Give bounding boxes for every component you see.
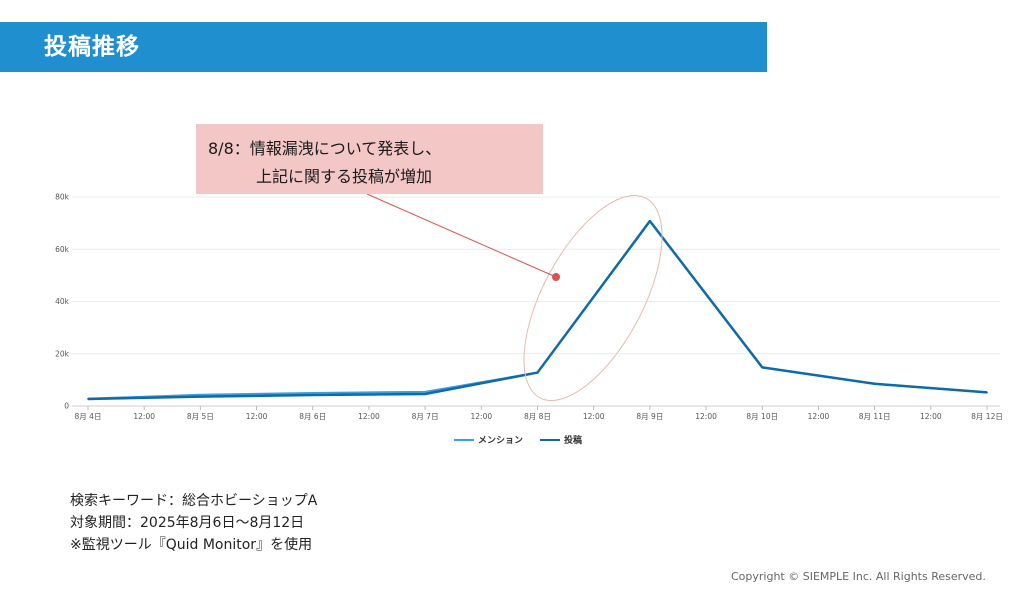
data-point (199, 393, 202, 396)
page-title: 投稿推移 (44, 34, 140, 60)
x-tick-label: 8月 11日 (859, 412, 891, 421)
x-tick-label: 12:00 (808, 412, 830, 421)
annotation-callout: 8/8：情報漏洩について発表し、 上記に関する投稿が増加 (196, 124, 543, 194)
x-tick-label: 8月 9日 (636, 412, 663, 421)
x-tick-label: 12:00 (471, 412, 493, 421)
x-tick-label: 8月 6日 (299, 412, 326, 421)
callout-leader-line (366, 193, 557, 278)
x-tick-label: 8月 8日 (524, 412, 551, 421)
x-tick-label: 12:00 (920, 412, 942, 421)
data-point (311, 392, 314, 394)
data-point (311, 394, 314, 396)
callout-line-2: 上記に関する投稿が増加 (256, 167, 433, 186)
x-tick-label: 12:00 (358, 412, 380, 421)
notes: 検索キーワード：総合ホビーショップA 対象期間：2025年8月6日～8月12日 … (70, 490, 317, 556)
y-tick-label: 60k (55, 245, 70, 254)
x-tick-label: 8月 7日 (412, 412, 439, 421)
y-tick-label: 0 (64, 402, 69, 411)
x-tick-label: 12:00 (246, 412, 268, 421)
callout-line-1: 8/8：情報漏洩について発表し、 (208, 139, 442, 158)
x-tick-label: 12:00 (695, 412, 717, 421)
callout-marker-dot (552, 273, 560, 281)
data-point (986, 391, 988, 394)
data-point (424, 391, 426, 393)
x-tick-label: 8月 4日 (75, 412, 102, 421)
x-tick-label: 12:00 (583, 412, 605, 421)
x-tick-label: 8月 10日 (746, 412, 778, 421)
y-tick-label: 20k (55, 349, 70, 358)
x-tick-label: 12:00 (133, 412, 155, 421)
title-bar: 投稿推移 (0, 22, 767, 72)
legend-label: 投稿 (564, 434, 582, 446)
data-point (649, 220, 651, 222)
data-point (199, 395, 202, 398)
note-period: 対象期間：2025年8月6日～8月12日 (70, 515, 305, 531)
x-tick-label: 8月 5日 (187, 412, 214, 421)
highlight-ellipse (523, 195, 663, 401)
note-keyword: 検索キーワード：総合ホビーショップA (70, 493, 318, 509)
note-tool: ※監視ツール『Quid Monitor』を使用 (70, 537, 313, 553)
data-point (873, 382, 876, 385)
data-point (536, 371, 539, 374)
y-tick-label: 80k (55, 193, 70, 202)
data-point (424, 393, 426, 395)
data-point (87, 398, 89, 400)
legend-label: メンション (478, 435, 523, 446)
data-point (761, 366, 764, 369)
x-tick-label: 8月 12日 (971, 412, 1003, 421)
copyright: Copyright © SIEMPLE Inc. All Rights Rese… (731, 570, 986, 583)
y-tick-label: 40k (55, 297, 70, 306)
